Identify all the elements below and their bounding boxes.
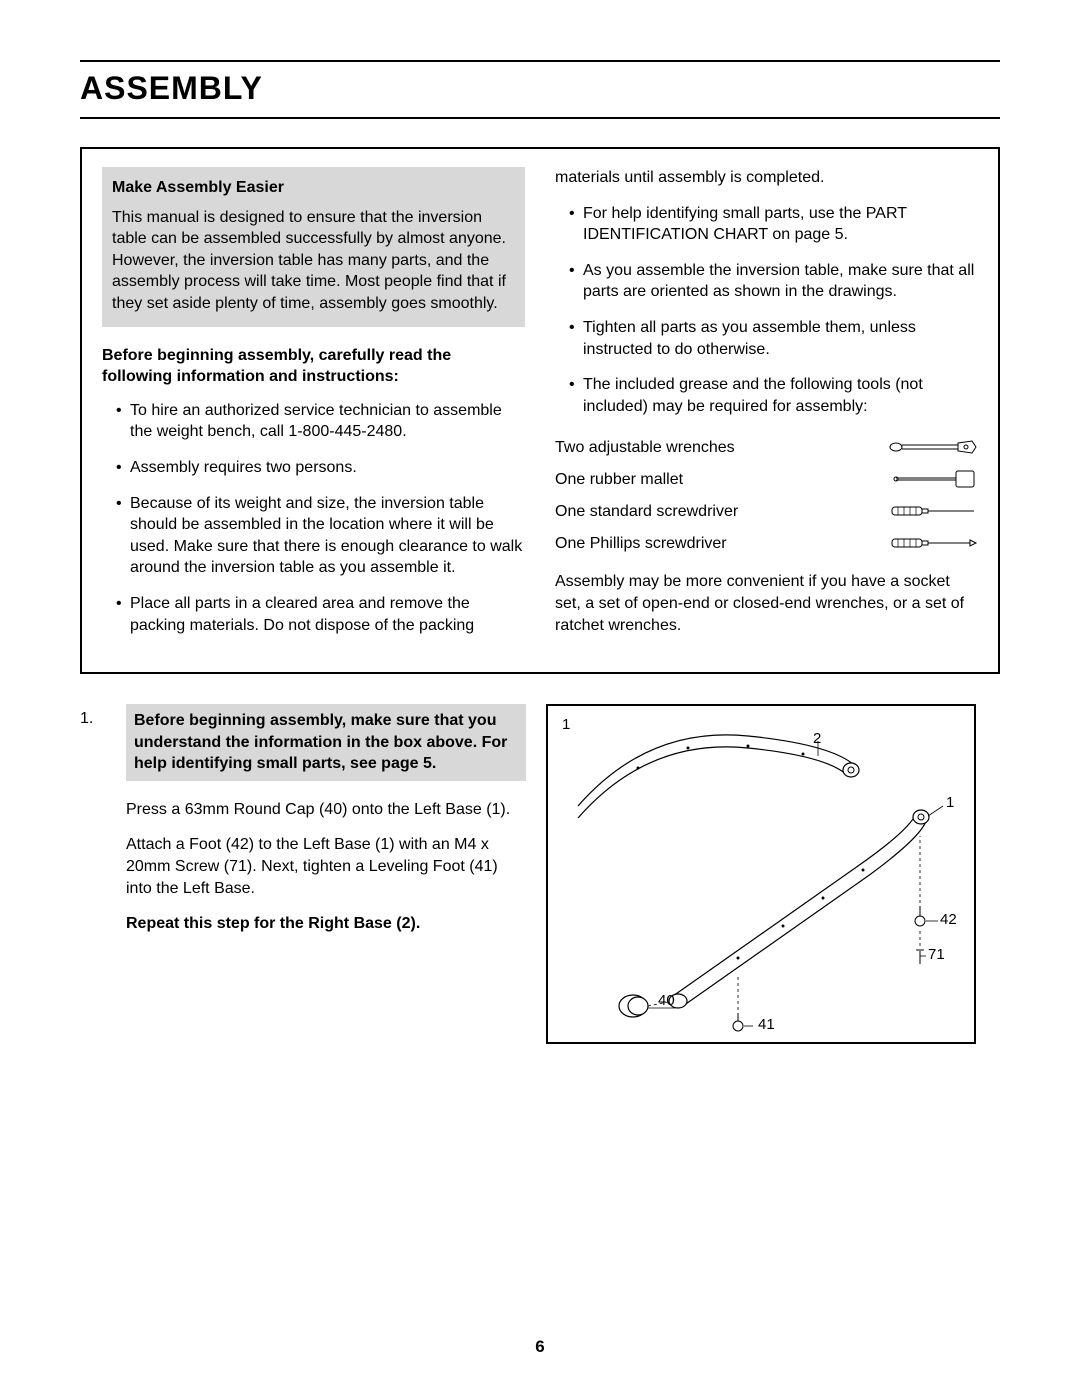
tool-row: One rubber mallet xyxy=(555,463,978,495)
callout-heading: Make Assembly Easier xyxy=(112,177,515,199)
list-item: For help identifying small parts, use th… xyxy=(569,203,978,246)
tool-label: Two adjustable wrenches xyxy=(555,437,888,459)
manual-page: ASSEMBLY Make Assembly Easier This manua… xyxy=(0,0,1080,1397)
fig-label-40: 40 xyxy=(658,992,675,1009)
page-number: 6 xyxy=(0,1337,1080,1357)
fig-label-41: 41 xyxy=(758,1016,775,1033)
step-1: 1. Before beginning assembly, make sure … xyxy=(80,704,1000,1044)
fig-step-label: 1 xyxy=(562,716,570,733)
list-item: Assembly requires two persons. xyxy=(116,457,525,479)
tool-row: Two adjustable wrenches xyxy=(555,431,978,463)
step-paragraph: Attach a Foot (42) to the Left Base (1) … xyxy=(126,834,526,899)
assembly-diagram-icon xyxy=(548,706,978,1046)
top-rule xyxy=(80,60,1000,62)
list-item: The included grease and the following to… xyxy=(569,374,978,417)
tool-list: Two adjustable wrenches One rubber malle… xyxy=(555,431,978,559)
info-box: Make Assembly Easier This manual is desi… xyxy=(80,147,1000,674)
list-item: To hire an authorized service technician… xyxy=(116,400,525,443)
easier-callout: Make Assembly Easier This manual is desi… xyxy=(102,167,525,327)
tool-label: One Phillips screwdriver xyxy=(555,533,888,555)
step-number: 1. xyxy=(80,704,106,1044)
tool-label: One rubber mallet xyxy=(555,469,888,491)
screwdriver-icon xyxy=(888,499,978,523)
list-item: Because of its weight and size, the inve… xyxy=(116,493,525,579)
left-bullet-list: To hire an authorized service technician… xyxy=(102,400,525,636)
right-bullet-list: For help identifying small parts, use th… xyxy=(555,203,978,418)
wrench-icon xyxy=(888,435,978,459)
tool-label: One standard screwdriver xyxy=(555,501,888,523)
mallet-icon xyxy=(888,467,978,491)
list-item: As you assemble the inversion table, mak… xyxy=(569,260,978,303)
page-title: ASSEMBLY xyxy=(80,70,1000,107)
step-text: Before beginning assembly, make sure tha… xyxy=(126,704,526,1044)
screwdriver-icon xyxy=(888,531,978,555)
list-item: Tighten all parts as you assemble them, … xyxy=(569,317,978,360)
fig-label-1: 1 xyxy=(946,794,954,811)
step-paragraph: Press a 63mm Round Cap (40) onto the Lef… xyxy=(126,799,526,821)
right-column: materials until assembly is completed. F… xyxy=(555,167,978,650)
step-figure: 1 2 1 42 71 40 41 xyxy=(546,704,1000,1044)
continuation-text: materials until assembly is completed. xyxy=(555,167,978,189)
callout-body: This manual is designed to ensure that t… xyxy=(112,207,515,315)
title-underline xyxy=(80,117,1000,119)
fig-label-2: 2 xyxy=(813,730,821,747)
step-callout: Before beginning assembly, make sure tha… xyxy=(126,704,526,781)
figure-box: 1 2 1 42 71 40 41 xyxy=(546,704,976,1044)
left-column: Make Assembly Easier This manual is desi… xyxy=(102,167,525,650)
tool-row: One Phillips screwdriver xyxy=(555,527,978,559)
closing-text: Assembly may be more convenient if you h… xyxy=(555,571,978,636)
lead-text: Before beginning assembly, carefully rea… xyxy=(102,345,525,388)
list-item: Place all parts in a cleared area and re… xyxy=(116,593,525,636)
tool-row: One standard screwdriver xyxy=(555,495,978,527)
fig-label-42: 42 xyxy=(940,911,957,928)
fig-label-71: 71 xyxy=(928,946,945,963)
step-repeat: Repeat this step for the Right Base (2). xyxy=(126,913,526,935)
